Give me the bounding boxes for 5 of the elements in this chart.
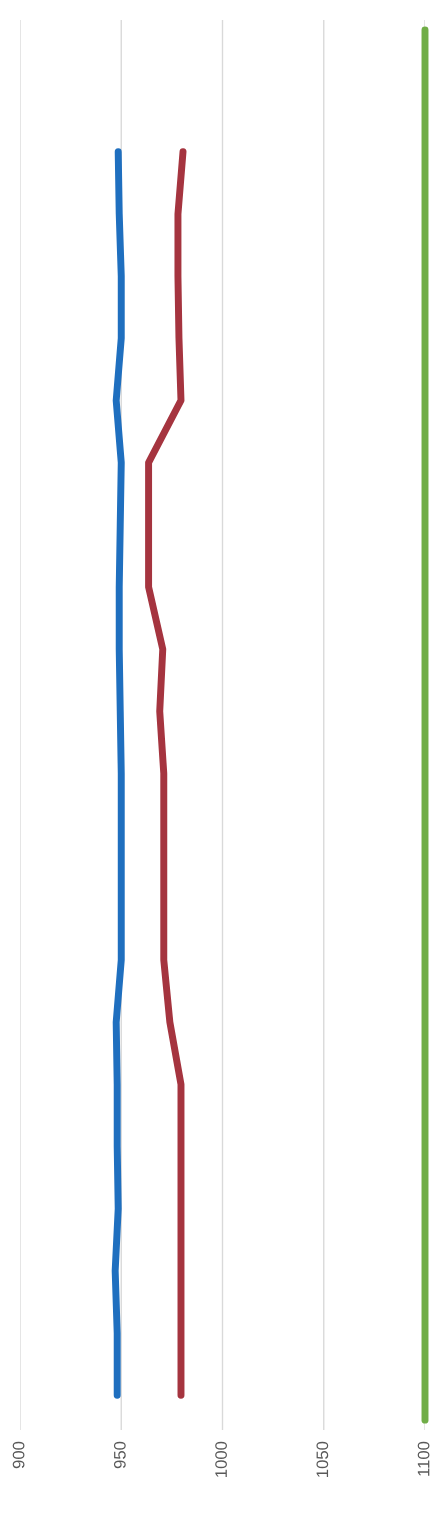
x-tick-label: 1100 [417,1441,430,1476]
x-tick-label: 900 [12,1441,25,1469]
x-tick-label: 1050 [316,1441,329,1477]
x-tick-label: 950 [113,1441,126,1469]
x-tick-label: 1000 [215,1441,227,1477]
